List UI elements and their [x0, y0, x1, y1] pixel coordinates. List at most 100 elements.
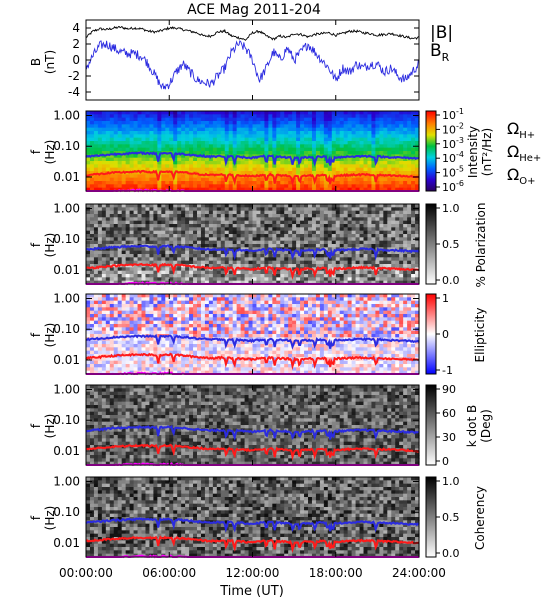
- ellipticity-cell: [304, 317, 309, 322]
- intensity-cell: [189, 134, 194, 139]
- intensity-cell: [113, 117, 119, 122]
- polarization-cell: [189, 267, 194, 272]
- intensity-cell: [161, 124, 166, 129]
- intensity-cell: [403, 167, 408, 172]
- polarization-cell: [133, 250, 139, 255]
- polarization-cell: [208, 274, 214, 278]
- intensity-cell: [113, 154, 119, 159]
- intensity-cell: [121, 144, 127, 149]
- polarization-cell: [228, 224, 234, 228]
- intensity-cell: [371, 177, 376, 182]
- intensity-cell: [280, 141, 285, 145]
- ellipticity-cell: [395, 314, 400, 318]
- intensity-cell: [280, 181, 285, 185]
- ellipticity-cell: [280, 304, 285, 308]
- intensity-cell: [260, 121, 265, 125]
- intensity-cell: [304, 177, 309, 182]
- intensity-cell: [264, 117, 269, 122]
- ellipticity-cell: [185, 304, 190, 308]
- intensity-cell: [331, 167, 337, 172]
- intensity-cell: [200, 144, 206, 149]
- polarization-cell: [375, 244, 380, 248]
- intensity-cell: [89, 141, 95, 145]
- polarization-cell: [276, 207, 281, 212]
- intensity-cell: [280, 171, 285, 175]
- intensity-cell: [411, 187, 416, 192]
- intensity-cell: [363, 164, 369, 169]
- polarization-cell: [399, 227, 404, 232]
- ellipticity-cell: [311, 300, 317, 305]
- intensity-cell: [177, 174, 182, 179]
- intensity-cell: [383, 151, 388, 155]
- polarization-cell: [101, 227, 107, 232]
- ellipticity-cell: [89, 300, 95, 305]
- polarization-cell: [208, 254, 214, 258]
- ellipticity-cell: [137, 307, 143, 312]
- ellipticity-cell: [248, 300, 254, 305]
- intensity-cell: [296, 154, 301, 159]
- polarization-cell: [300, 230, 305, 235]
- ellipticity-cell: [256, 324, 262, 328]
- polarization-cell: [248, 244, 254, 248]
- ellipticity-cell: [149, 317, 154, 322]
- polarization-cell: [292, 247, 297, 252]
- polarization-cell: [97, 227, 103, 232]
- polarization-cell: [256, 214, 262, 218]
- intensity-cell: [315, 161, 321, 165]
- intensity-cell: [276, 117, 281, 122]
- polarization-cell: [86, 254, 91, 258]
- intensity-cell: [292, 121, 297, 125]
- intensity-cell: [395, 164, 400, 169]
- polarization-cell: [93, 277, 99, 282]
- polarization-cell: [113, 247, 119, 252]
- intensity-cell: [395, 114, 400, 119]
- intensity-cell: [335, 127, 341, 132]
- polarization-cell: [157, 244, 162, 248]
- ellipticity-cell: [359, 324, 365, 328]
- polarization-cell: [177, 254, 182, 258]
- intensity-cell: [236, 187, 242, 192]
- intensity-cell: [260, 134, 265, 139]
- polarization-cell: [331, 234, 337, 238]
- polarization-cell: [169, 210, 174, 215]
- polarization-cell: [256, 224, 262, 228]
- intensity-cell: [268, 174, 273, 179]
- polarization-cell: [145, 277, 151, 282]
- polarization-cell: [403, 217, 408, 222]
- polarization-cell: [363, 234, 369, 238]
- polarization-cell: [141, 260, 147, 265]
- ellipticity-cell: [113, 294, 119, 298]
- ellipticity-cell: [224, 307, 230, 312]
- ellipticity-cell: [117, 314, 123, 318]
- polarization-cell: [319, 234, 325, 238]
- ellipticity-cell: [252, 317, 258, 322]
- ellipticity-cell: [212, 317, 218, 322]
- intensity-cell: [347, 127, 353, 132]
- ellipticity-cell: [308, 300, 313, 305]
- ellipticity-cell: [268, 304, 273, 308]
- polarization-cell: [391, 214, 396, 218]
- intensity-cell: [403, 177, 408, 182]
- ellipticity-cell: [240, 314, 246, 318]
- polarization-cell: [121, 240, 127, 245]
- intensity-cell: [367, 144, 373, 149]
- polarization-cell: [304, 254, 309, 258]
- polarization-cell: [228, 207, 234, 212]
- intensity-cell: [339, 111, 345, 115]
- ellipticity-cell: [272, 297, 277, 302]
- ellipticity-cell: [105, 300, 111, 305]
- intensity-cell: [220, 137, 226, 142]
- intensity-cell: [308, 111, 313, 115]
- intensity-cell: [125, 177, 131, 182]
- polarization-cell: [359, 250, 365, 255]
- intensity-cell: [407, 154, 412, 159]
- polarization-cell: [339, 204, 345, 208]
- intensity-cell: [415, 121, 420, 125]
- ellipticity-cell: [137, 317, 143, 322]
- polarization-cell: [113, 240, 119, 245]
- polarization-cell: [319, 204, 325, 208]
- polarization-cell: [288, 210, 293, 215]
- intensity-cell: [319, 114, 325, 119]
- ellipticity-cell: [280, 314, 285, 318]
- intensity-cell: [252, 184, 258, 189]
